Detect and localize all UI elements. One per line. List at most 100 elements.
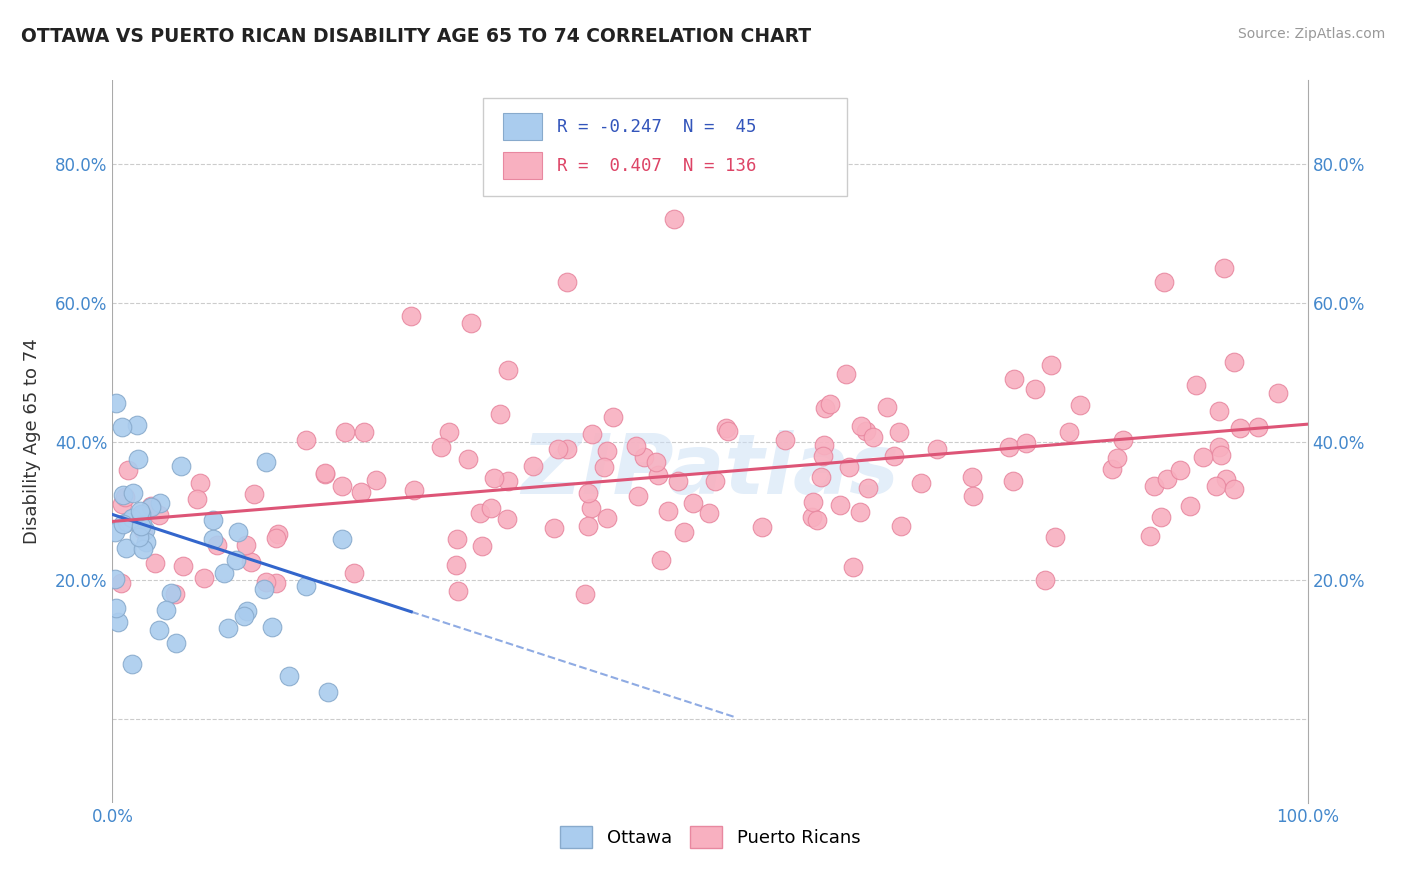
Point xyxy=(498,474,520,488)
Point xyxy=(217,621,239,635)
Point xyxy=(143,557,166,571)
Point xyxy=(131,519,153,533)
Point xyxy=(751,519,773,533)
Point xyxy=(576,519,599,533)
Point xyxy=(277,669,299,683)
Point xyxy=(128,504,150,518)
Point xyxy=(104,601,127,615)
Point xyxy=(155,602,177,616)
Point xyxy=(236,604,259,618)
Point xyxy=(188,475,211,490)
Point xyxy=(489,407,512,421)
Point xyxy=(186,492,208,507)
Point xyxy=(849,505,872,519)
Point xyxy=(862,430,884,444)
Point xyxy=(1040,358,1063,372)
Point xyxy=(484,470,506,484)
Point xyxy=(148,508,170,522)
Point xyxy=(125,418,148,433)
Point xyxy=(627,489,650,503)
Point xyxy=(364,474,387,488)
Point xyxy=(165,636,187,650)
Point xyxy=(835,368,858,382)
Point xyxy=(998,440,1021,454)
Point xyxy=(717,424,740,438)
Point xyxy=(1002,372,1025,386)
Point xyxy=(460,317,482,331)
Point xyxy=(314,466,336,480)
Point xyxy=(962,489,984,503)
Point xyxy=(128,530,150,544)
Point xyxy=(714,421,737,435)
Point xyxy=(1069,398,1091,412)
Point xyxy=(633,450,655,465)
Point xyxy=(1043,530,1066,544)
Point xyxy=(1143,479,1166,493)
Point xyxy=(1229,420,1251,434)
Point xyxy=(1223,482,1246,496)
Point xyxy=(647,467,669,482)
Point xyxy=(522,458,544,473)
Point xyxy=(114,541,136,555)
Point xyxy=(446,532,468,546)
Point xyxy=(1024,382,1046,396)
Point xyxy=(806,513,828,527)
Point xyxy=(214,566,236,580)
Point xyxy=(163,587,186,601)
Point xyxy=(657,504,679,518)
Point xyxy=(801,495,824,509)
Point xyxy=(343,566,366,580)
Point xyxy=(673,525,696,540)
Point xyxy=(350,485,373,500)
Point xyxy=(226,525,249,540)
Point xyxy=(887,425,910,439)
FancyBboxPatch shape xyxy=(484,98,848,196)
Point xyxy=(468,507,491,521)
Point xyxy=(624,439,647,453)
Point xyxy=(1215,472,1237,486)
Point xyxy=(225,553,247,567)
Point xyxy=(1153,275,1175,289)
Point xyxy=(330,478,353,492)
Point xyxy=(107,615,129,630)
Point xyxy=(1213,260,1236,275)
Point xyxy=(149,496,172,510)
Point xyxy=(1107,450,1129,465)
Point xyxy=(1211,448,1233,462)
Point xyxy=(818,397,841,411)
Text: R =  0.407  N = 136: R = 0.407 N = 136 xyxy=(557,156,756,175)
Point xyxy=(444,558,467,573)
Point xyxy=(1150,510,1173,524)
Point xyxy=(132,541,155,556)
Point xyxy=(294,433,316,447)
Point xyxy=(555,275,578,289)
Point xyxy=(131,523,153,537)
Point xyxy=(447,583,470,598)
Point xyxy=(697,506,720,520)
Point xyxy=(267,527,290,541)
Point xyxy=(318,684,340,698)
Text: R = -0.247  N =  45: R = -0.247 N = 45 xyxy=(557,118,756,136)
Point xyxy=(135,535,157,549)
Point xyxy=(437,425,460,440)
Point xyxy=(830,498,852,512)
Point xyxy=(1222,355,1244,369)
Point xyxy=(127,452,149,467)
Point xyxy=(1205,479,1227,493)
Point xyxy=(254,574,277,589)
Text: OTTAWA VS PUERTO RICAN DISABILITY AGE 65 TO 74 CORRELATION CHART: OTTAWA VS PUERTO RICAN DISABILITY AGE 65… xyxy=(21,27,811,45)
Bar xyxy=(503,112,541,140)
Point xyxy=(471,539,494,553)
Point xyxy=(115,515,138,529)
Point xyxy=(457,452,479,467)
Point xyxy=(856,481,879,495)
Point xyxy=(314,467,336,481)
Point xyxy=(703,474,725,488)
Point xyxy=(239,555,262,569)
Point xyxy=(876,400,898,414)
Point xyxy=(960,470,983,484)
Point xyxy=(404,483,426,497)
Point xyxy=(235,538,257,552)
Point xyxy=(159,585,181,599)
Point xyxy=(1033,574,1056,588)
